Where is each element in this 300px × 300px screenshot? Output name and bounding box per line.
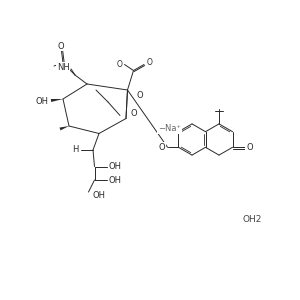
Polygon shape — [51, 99, 63, 102]
Text: H: H — [72, 146, 79, 154]
Text: OH: OH — [92, 190, 105, 200]
Text: O: O — [158, 143, 165, 152]
Polygon shape — [59, 126, 69, 130]
Text: O: O — [146, 58, 152, 67]
Text: OH: OH — [109, 176, 122, 184]
Text: O: O — [136, 92, 143, 100]
Text: OH2: OH2 — [242, 214, 262, 224]
Text: NH: NH — [57, 63, 70, 72]
Text: O: O — [130, 110, 137, 118]
Text: O: O — [116, 60, 122, 69]
Text: O: O — [57, 42, 64, 51]
Text: −Na⁺: −Na⁺ — [158, 124, 181, 133]
Text: OH: OH — [36, 98, 49, 106]
Text: O: O — [246, 143, 253, 152]
Text: OH: OH — [109, 162, 122, 171]
